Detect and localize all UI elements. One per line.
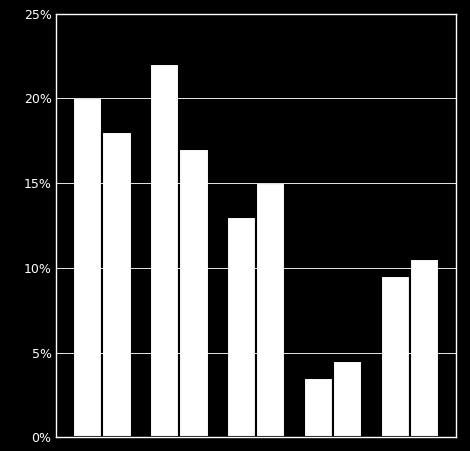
Bar (333, 361, 362, 437)
Bar (256, 183, 285, 437)
Bar (150, 64, 180, 437)
Bar (381, 276, 410, 437)
Bar (73, 98, 102, 437)
Bar (102, 132, 132, 437)
Bar (410, 259, 439, 437)
Bar (304, 378, 333, 437)
Bar (180, 149, 209, 437)
Bar (227, 217, 256, 437)
